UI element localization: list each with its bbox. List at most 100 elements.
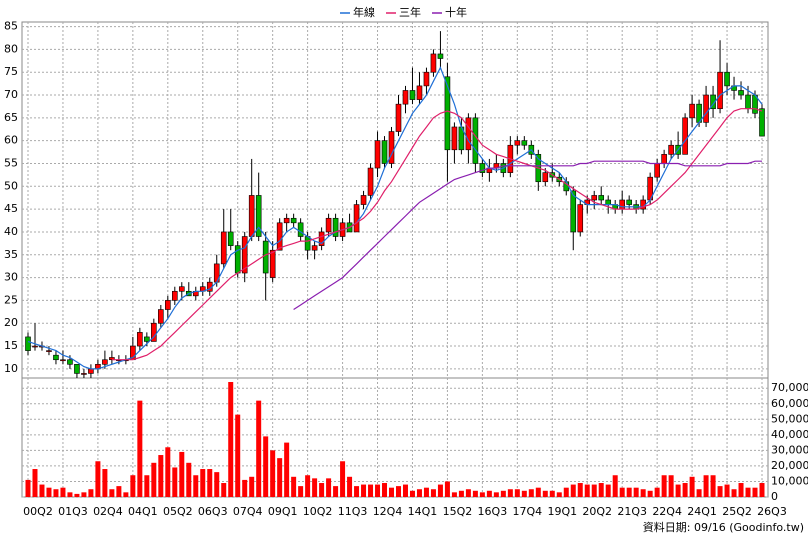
y2-tick-label: 60,000 (771, 397, 808, 410)
candle-body (759, 108, 765, 137)
candle-body (689, 103, 695, 119)
x-tick-label: 20Q2 (582, 505, 612, 518)
candle-body (25, 336, 31, 351)
y-tick-label: 65 (4, 111, 18, 124)
volume-bar (193, 475, 199, 497)
volume-bar (347, 476, 353, 497)
candle-body (262, 240, 269, 274)
volume-bar (109, 489, 115, 497)
x-tick-label: 14Q1 (408, 505, 438, 518)
volume-bar (340, 461, 346, 497)
volume-bar (423, 487, 429, 497)
y-tick-label: 20 (4, 316, 18, 329)
candle-body (605, 199, 612, 205)
candle-body (144, 336, 150, 342)
y-tick-label: 55 (4, 156, 18, 169)
volume-bar (675, 484, 681, 497)
volume-bar (375, 484, 381, 497)
candle-body (178, 286, 185, 292)
volume-bar (731, 489, 737, 497)
volume-bar (319, 483, 325, 497)
candle-body (332, 217, 339, 237)
candle-body (353, 204, 360, 233)
volume-bar (724, 484, 730, 497)
candle-body (367, 167, 374, 196)
volume-bar (186, 462, 192, 497)
candle-body (67, 359, 73, 365)
candle-body (409, 90, 416, 100)
volume-bar (752, 487, 758, 497)
volume-bar (556, 492, 562, 497)
volume-bar (39, 484, 45, 497)
volume-bar (53, 489, 59, 497)
volume-bar (493, 492, 499, 497)
volume-bar (256, 400, 262, 497)
y-tick-label: 15 (4, 339, 18, 352)
volume-bar (46, 487, 52, 497)
candle-body (451, 126, 458, 151)
candle-body (738, 90, 744, 96)
volume-bar (696, 489, 702, 497)
y2-tick-label: 10,000 (771, 474, 808, 487)
candle-body (542, 172, 549, 183)
volume-bar (333, 486, 339, 497)
x-tick-label: 05Q2 (163, 505, 193, 518)
volume-bar (717, 486, 723, 497)
candle-body (402, 90, 409, 105)
candle-body (661, 154, 667, 164)
volume-bar (130, 475, 136, 497)
volume-bar (409, 490, 415, 497)
volume-bar (591, 484, 597, 497)
volume-bar (214, 472, 220, 497)
y-tick-label: 45 (4, 202, 18, 215)
candle-body (283, 217, 290, 224)
volume-bar (514, 489, 520, 497)
candle-body (444, 76, 451, 151)
candle-body (479, 163, 486, 173)
legend-label: 三年 (399, 5, 421, 19)
candle-body (416, 85, 423, 100)
x-tick-label: 15Q2 (443, 505, 473, 518)
volume-bar (472, 490, 478, 497)
candle-body (290, 217, 297, 224)
volume-bar (242, 479, 248, 497)
volume-bar (605, 484, 611, 497)
volume-bar (640, 489, 646, 497)
volume-bar (661, 475, 667, 497)
volume-bar (123, 492, 129, 497)
volume-bar (102, 469, 108, 497)
candle-body (220, 231, 227, 265)
candle-body (318, 231, 325, 246)
volume-bar (165, 447, 171, 497)
candle-body (654, 163, 660, 178)
candle-body (276, 222, 283, 251)
volume-bar (598, 483, 604, 497)
volume-bar (291, 476, 297, 497)
volume-bar (654, 487, 660, 497)
candle-body (32, 345, 38, 348)
candle-body (570, 190, 577, 233)
volume-bar (137, 400, 143, 497)
volume-bar (745, 487, 751, 497)
volume-bar (703, 475, 709, 497)
candle-body (227, 231, 234, 246)
volume-bar (416, 489, 422, 497)
x-tick-label: 22Q4 (652, 505, 682, 518)
candle-body (297, 222, 304, 237)
volume-bar (200, 469, 206, 497)
volume-bar (25, 479, 31, 497)
x-tick-label: 11Q3 (338, 505, 368, 518)
candle-body (81, 373, 87, 375)
candle-body (137, 332, 143, 347)
volume-bar (382, 483, 388, 497)
volume-bar (228, 382, 234, 497)
volume-bar (451, 492, 457, 497)
candle-body (472, 117, 479, 164)
volume-bar (305, 475, 311, 497)
candle-body (241, 236, 248, 274)
volume-bar (486, 490, 492, 497)
candle-body (465, 117, 472, 151)
y-tick-label: 80 (4, 42, 18, 55)
x-tick-label: 09Q1 (268, 505, 298, 518)
volume-bar (298, 486, 304, 497)
